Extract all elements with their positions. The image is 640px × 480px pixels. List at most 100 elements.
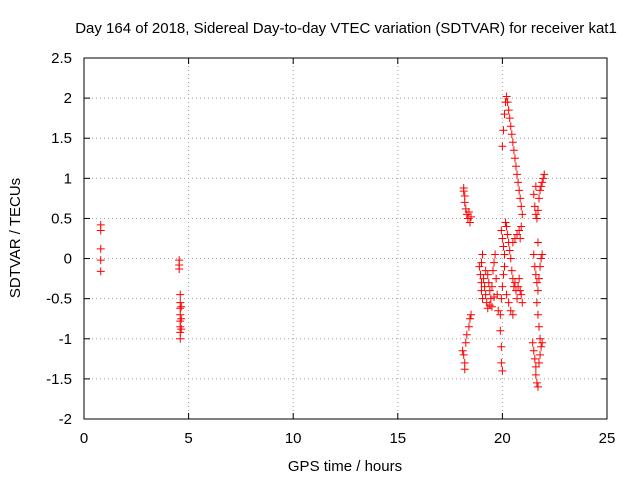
data-point	[531, 270, 540, 279]
data-point	[498, 234, 507, 243]
y-axis-label: SDTVAR / TECUs	[7, 178, 24, 298]
data-point	[490, 293, 499, 302]
data-point	[497, 358, 506, 367]
data-point	[510, 154, 519, 163]
data-point	[477, 286, 486, 295]
data-point	[530, 202, 539, 211]
x-axis-label: GPS time / hours	[288, 458, 402, 475]
data-point	[477, 278, 486, 287]
data-point	[488, 266, 497, 275]
y-tick-label: -1.5	[46, 371, 72, 388]
data-point	[538, 178, 547, 187]
y-tick-label: 1.5	[51, 130, 72, 147]
data-point	[528, 338, 537, 347]
data-point	[505, 246, 514, 255]
data-point	[518, 298, 527, 307]
plot-frame	[83, 57, 608, 420]
data-point	[532, 378, 541, 387]
data-point	[540, 170, 549, 179]
data-point	[506, 254, 515, 263]
data-point	[535, 358, 544, 367]
data-point	[481, 290, 490, 299]
data-point	[509, 146, 518, 155]
data-point	[478, 250, 487, 259]
x-tick-label: 20	[494, 430, 511, 447]
y-tick-label: 0.5	[51, 210, 72, 227]
data-point	[461, 338, 470, 347]
data-point	[529, 250, 538, 259]
data-point	[484, 278, 493, 287]
data-point	[536, 186, 545, 195]
data-point	[533, 310, 542, 319]
data-point	[477, 258, 486, 267]
data-point	[533, 238, 542, 247]
data-point	[464, 322, 473, 331]
data-point	[460, 365, 469, 374]
data-point	[531, 362, 540, 371]
data-point	[503, 98, 512, 107]
chart-title: Day 164 of 2018, Sidereal Day-to-day VTE…	[75, 20, 617, 37]
data-point	[499, 242, 508, 251]
data-point	[485, 286, 494, 295]
data-point	[487, 302, 496, 311]
data-point	[175, 264, 184, 273]
data-point	[464, 208, 473, 217]
data-point	[508, 238, 517, 247]
data-point	[487, 282, 496, 291]
y-tick-label: -0.5	[46, 291, 72, 308]
data-point	[516, 286, 525, 295]
data-point	[532, 278, 541, 287]
data-point	[517, 222, 526, 231]
data-point	[502, 92, 511, 101]
data-point	[515, 274, 524, 283]
data-point	[460, 198, 469, 207]
data-point	[490, 258, 499, 267]
x-tick-label: 15	[389, 430, 406, 447]
data-point	[497, 342, 506, 351]
data-point	[535, 194, 544, 203]
data-point	[502, 290, 511, 299]
data-point	[515, 186, 524, 195]
data-point	[531, 182, 540, 191]
x-tick-label: 25	[599, 430, 616, 447]
data-point	[96, 256, 105, 265]
data-point	[539, 174, 548, 183]
data-point	[504, 298, 513, 307]
data-point	[465, 218, 474, 227]
data-point	[483, 270, 492, 279]
data-point	[459, 350, 468, 359]
tick-labels: 0 5 10 15 20 25 -2 -1.5 -1 -0.5 0 0.5 1 1.5 2 2.5	[46, 50, 615, 447]
data-point	[462, 330, 471, 339]
data-point	[517, 290, 526, 299]
data-point	[531, 210, 540, 219]
data-point	[478, 294, 487, 303]
data-point	[513, 170, 522, 179]
data-point	[508, 138, 517, 147]
data-point	[481, 266, 490, 275]
y-tick-label: 0	[64, 251, 72, 268]
axis-ticks	[83, 57, 608, 420]
data-point	[467, 310, 476, 319]
data-point	[506, 122, 515, 131]
data-point	[480, 282, 489, 291]
data-point	[513, 294, 522, 303]
x-tick-label: 10	[285, 430, 302, 447]
data-point	[498, 282, 507, 291]
data-point	[177, 302, 186, 311]
data-point	[475, 262, 484, 271]
data-point	[530, 354, 539, 363]
data-point	[500, 250, 509, 259]
data-point	[499, 126, 508, 135]
data-point	[516, 234, 525, 243]
data-point	[514, 178, 523, 187]
data-point	[533, 206, 542, 215]
data-point	[537, 342, 546, 351]
data-point	[514, 282, 523, 291]
data-point	[532, 298, 541, 307]
data-point	[515, 226, 524, 235]
data-point	[496, 310, 505, 319]
data-point	[485, 301, 494, 310]
data-point	[465, 314, 474, 323]
